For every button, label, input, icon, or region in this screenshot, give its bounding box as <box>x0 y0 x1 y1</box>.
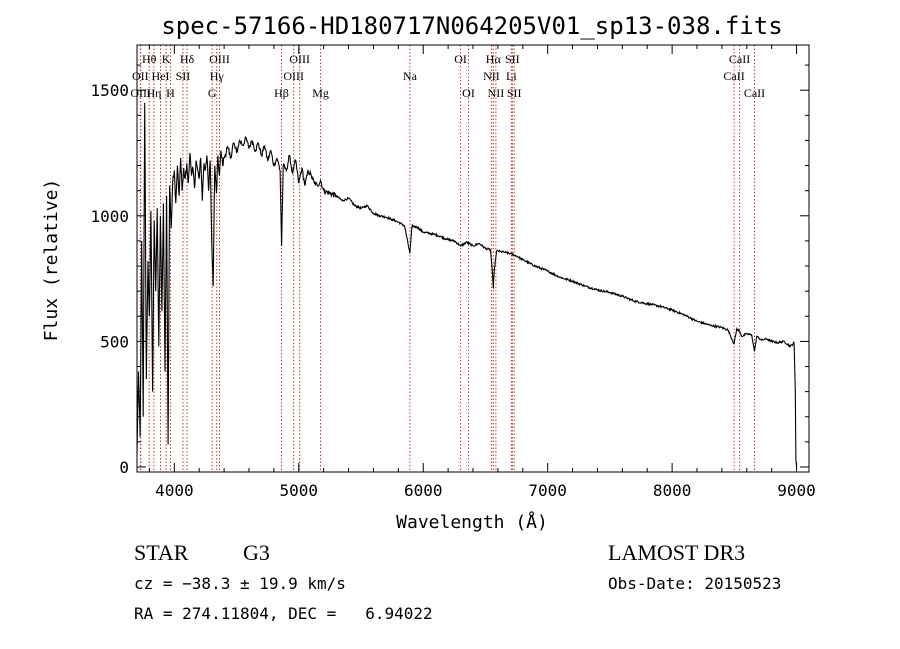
line-label: SII <box>176 69 191 83</box>
line-label: OIII <box>209 52 230 66</box>
line-label: Na <box>403 69 418 83</box>
y-axis: 0 500 1000 1500 <box>90 64 809 477</box>
line-label: Hη <box>146 86 161 100</box>
line-label: CaII <box>723 69 744 83</box>
line-label: Hβ <box>274 86 289 100</box>
y-axis-label: Flux (relative) <box>41 179 62 342</box>
line-label: OIII <box>283 69 304 83</box>
x-axis: 4000 5000 6000 7000 8000 9000 <box>148 45 816 500</box>
line-label: HeI <box>152 69 170 83</box>
y-tick-label: 0 <box>119 458 129 477</box>
line-label: OIII <box>130 86 151 100</box>
line-label: NII <box>488 86 505 100</box>
x-tick-label: 9000 <box>777 481 816 500</box>
line-label: Hθ <box>142 52 157 66</box>
line-label: K <box>162 52 171 66</box>
line-label: NII <box>483 69 500 83</box>
object-class: STAR <box>134 540 189 565</box>
survey-name: LAMOST DR3 <box>608 540 745 565</box>
line-label: SII <box>507 86 522 100</box>
object-subclass: G3 <box>243 540 270 565</box>
y-tick-label: 1000 <box>90 207 129 226</box>
line-label: Mg <box>312 86 329 100</box>
y-tick-label: 500 <box>100 332 129 351</box>
line-label: SII <box>505 52 520 66</box>
spectrum-line <box>136 102 798 468</box>
line-label: CaII <box>729 52 750 66</box>
line-label: Li <box>506 69 517 83</box>
line-label: CaII <box>744 86 765 100</box>
line-label: OII <box>132 69 149 83</box>
chart-title: spec-57166-HD180717N064205V01_sp13-038.f… <box>161 12 782 40</box>
x-tick-label: 8000 <box>653 481 692 500</box>
x-tick-label: 6000 <box>404 481 443 500</box>
redshift-cz: cz = −38.3 ± 19.9 km/s <box>134 574 346 593</box>
line-label: OI <box>462 86 475 100</box>
x-axis-label: Wavelength (Å) <box>396 511 548 533</box>
line-label: OIII <box>289 52 310 66</box>
x-tick-label: 5000 <box>280 481 319 500</box>
x-tick-label: 4000 <box>155 481 194 500</box>
coordinates: RA = 274.11804, DEC = 6.94022 <box>134 604 433 623</box>
line-label: Hα <box>486 52 502 66</box>
x-tick-label: 7000 <box>528 481 567 500</box>
line-label: OI <box>454 52 467 66</box>
line-label: G <box>208 86 217 100</box>
line-label: H <box>166 86 175 100</box>
obs-date: Obs-Date: 20150523 <box>608 574 781 593</box>
line-markers <box>139 45 755 472</box>
y-tick-label: 1500 <box>90 81 129 100</box>
line-label: Hδ <box>180 52 195 66</box>
plot-frame <box>136 44 810 473</box>
line-label: Hγ <box>210 69 225 83</box>
